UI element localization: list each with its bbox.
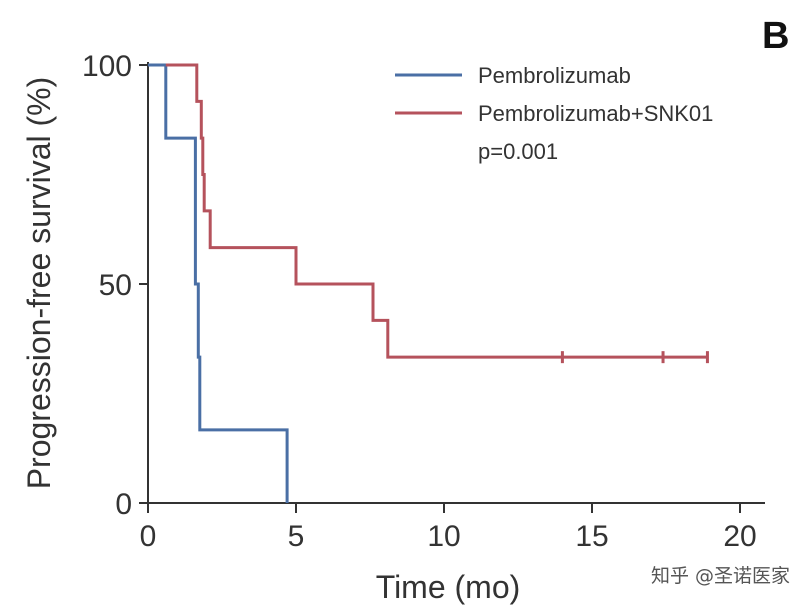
y-tick-label-50: 50 [99,269,132,302]
p-value-annotation: p=0.001 [478,139,558,164]
y-ticks: 0 50 100 [82,50,148,521]
legend: Pembrolizumab Pembrolizumab+SNK01 p=0.00… [395,63,713,164]
x-axis-title: Time (mo) [376,569,521,605]
x-tick-label-20: 20 [723,520,756,553]
series-line-pembrolizumab [148,63,289,503]
legend-label-pembrolizumab-snk01: Pembrolizumab+SNK01 [478,101,713,126]
watermark-text: 知乎 @圣诺医家 [651,565,790,587]
legend-label-pembrolizumab: Pembrolizumab [478,63,631,88]
series-line-pembrolizumab-snk01 [165,63,708,359]
y-axis-title: Progression-free survival (%) [21,77,57,490]
x-tick-label-5: 5 [288,520,305,553]
series-group [148,63,709,503]
y-tick-label-100: 100 [82,50,132,83]
panel-label: B [762,15,789,57]
x-tick-label-0: 0 [140,520,157,553]
x-ticks: 0 5 10 15 20 [140,503,757,553]
x-tick-label-15: 15 [575,520,608,553]
x-tick-label-10: 10 [427,520,460,553]
y-tick-label-0: 0 [115,488,132,521]
